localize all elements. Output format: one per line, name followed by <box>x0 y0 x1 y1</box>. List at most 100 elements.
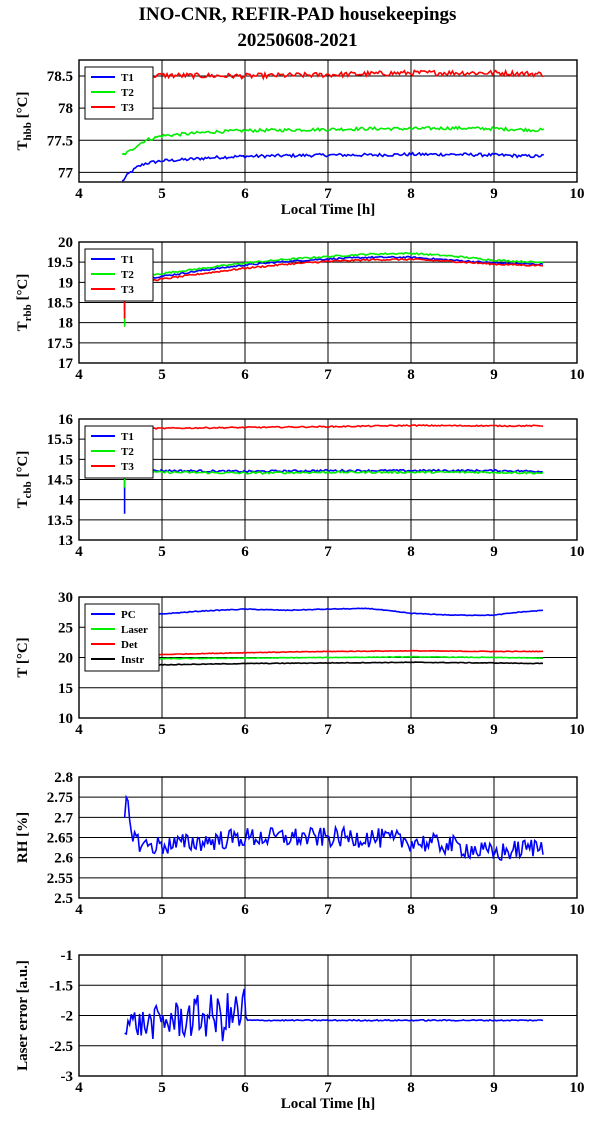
y-tick-label: 19 <box>58 275 73 291</box>
legend-box <box>84 248 154 302</box>
y-tick-label: -1.5 <box>49 978 73 994</box>
x-tick-label: 9 <box>490 186 498 202</box>
x-tick-label: 10 <box>570 722 585 738</box>
x-tick-label: 4 <box>75 902 83 918</box>
x-tick-label: 6 <box>241 544 249 560</box>
y-tick-label: 13.5 <box>47 513 73 529</box>
legend-label-t1: T1 <box>121 431 134 443</box>
y-axis-label: Laser error [a.u.] <box>15 960 31 1071</box>
y-tick-label: 14 <box>58 493 74 509</box>
y-tick-label: 77 <box>58 165 74 181</box>
y-tick-label: 20 <box>58 651 73 667</box>
x-tick-label: 9 <box>490 544 498 560</box>
legend-label-det: Det <box>121 639 138 651</box>
x-tick-label: 6 <box>241 902 249 918</box>
legend-label-laser: Laser <box>121 624 148 636</box>
y-tick-label: -2 <box>61 1009 74 1025</box>
x-tick-label: 4 <box>75 1080 83 1096</box>
chart-panel-5: 2.5 2.55 2.6 2.65 2.7 2.75 2.8 4 5 6 7 8 9 10 RH [%] <box>15 770 585 918</box>
x-tick-label: 8 <box>407 722 415 738</box>
x-tick-label: 8 <box>407 367 415 383</box>
legend-label-t2: T2 <box>121 446 134 458</box>
legend-label-t3: T3 <box>121 102 134 114</box>
x-tick-label: 6 <box>241 722 249 738</box>
x-tick-label: 7 <box>324 367 332 383</box>
y-tick-label: 25 <box>58 620 73 636</box>
legend-label-instr: Instr <box>121 654 144 666</box>
y-tick-label: 2.75 <box>47 790 73 806</box>
y-tick-label: 77.5 <box>47 133 73 149</box>
legend-label-t2: T2 <box>121 87 134 99</box>
y-tick-label: 2.6 <box>54 851 73 867</box>
x-tick-label: 7 <box>324 544 332 560</box>
y-tick-label: 78.5 <box>47 69 73 85</box>
legend: PC Laser Det Instr <box>84 603 160 672</box>
series-line-pc <box>124 607 544 618</box>
y-tick-label: 18 <box>58 316 73 332</box>
y-tick-label: 17 <box>58 356 74 372</box>
y-tick-label: 15.5 <box>47 432 73 448</box>
y-axis-label: Trbb [°C] <box>15 274 34 332</box>
x-tick-label: 8 <box>407 902 415 918</box>
x-tick-label: 5 <box>158 186 166 202</box>
x-tick-label: 6 <box>241 1080 249 1096</box>
legend: T1 T2 T3 <box>84 66 154 120</box>
y-tick-label: 10 <box>58 711 73 727</box>
x-tick-label: 9 <box>490 1080 498 1096</box>
legend-label-pc: PC <box>121 609 136 621</box>
x-tick-label: 7 <box>324 902 332 918</box>
x-tick-label: 9 <box>490 722 498 738</box>
plot-frame <box>78 776 578 899</box>
plot-frame <box>78 241 578 364</box>
legend: T1 T2 T3 <box>84 248 154 302</box>
y-axis-label: Tcbb [°C] <box>15 451 34 509</box>
x-tick-label: 5 <box>158 367 166 383</box>
series-line-t3 <box>124 424 544 430</box>
legend-label-t3: T3 <box>121 461 134 473</box>
x-tick-label: 6 <box>241 186 249 202</box>
chart-title-line2: 20250608-2021 <box>237 30 358 51</box>
y-tick-label: 13 <box>58 533 73 549</box>
x-tick-label: 10 <box>570 902 585 918</box>
x-axis-label: Local Time [h] <box>281 202 375 218</box>
y-axis-label: Thbb [°C] <box>15 92 34 151</box>
x-tick-label: 10 <box>570 1080 585 1096</box>
chart-panel-4: 10 15 20 25 30 4 5 6 7 8 9 10 T [°C] PC Laser Det Instr <box>15 590 585 738</box>
series-line-instr <box>124 661 544 668</box>
x-tick-label: 7 <box>324 722 332 738</box>
plot-frame <box>78 954 578 1077</box>
x-tick-label: 6 <box>241 367 249 383</box>
legend-label-t3: T3 <box>121 284 134 296</box>
x-tick-label: 4 <box>75 186 83 202</box>
x-tick-label: 9 <box>490 367 498 383</box>
x-axis-label: Local Time [h] <box>281 1096 375 1112</box>
x-tick-label: 5 <box>158 902 166 918</box>
plot-frame <box>78 59 578 183</box>
x-tick-label: 10 <box>570 367 585 383</box>
series-line-det <box>124 649 544 657</box>
y-tick-label: 2.8 <box>54 770 73 786</box>
x-tick-label: 5 <box>158 1080 166 1096</box>
y-tick-label: 2.5 <box>54 891 73 907</box>
series-line-t2 <box>123 470 544 488</box>
y-axis-label: RH [%] <box>15 812 31 863</box>
series-line-data <box>123 794 544 861</box>
y-tick-label: 2.65 <box>47 831 73 847</box>
x-tick-label: 7 <box>324 1080 332 1096</box>
legend-label-t1: T1 <box>121 72 134 84</box>
x-tick-label: 9 <box>490 902 498 918</box>
y-tick-label: -3 <box>61 1069 74 1085</box>
series-line-t1 <box>123 255 544 311</box>
y-tick-label: 14.5 <box>47 473 73 489</box>
y-tick-label: 15 <box>58 452 73 468</box>
series-line-t2 <box>121 125 545 156</box>
x-tick-label: 4 <box>75 367 83 383</box>
series-line-t3 <box>123 257 544 319</box>
y-tick-label: 18.5 <box>47 296 73 312</box>
series-line-t1 <box>121 151 544 182</box>
y-tick-label: -2.5 <box>49 1039 73 1055</box>
